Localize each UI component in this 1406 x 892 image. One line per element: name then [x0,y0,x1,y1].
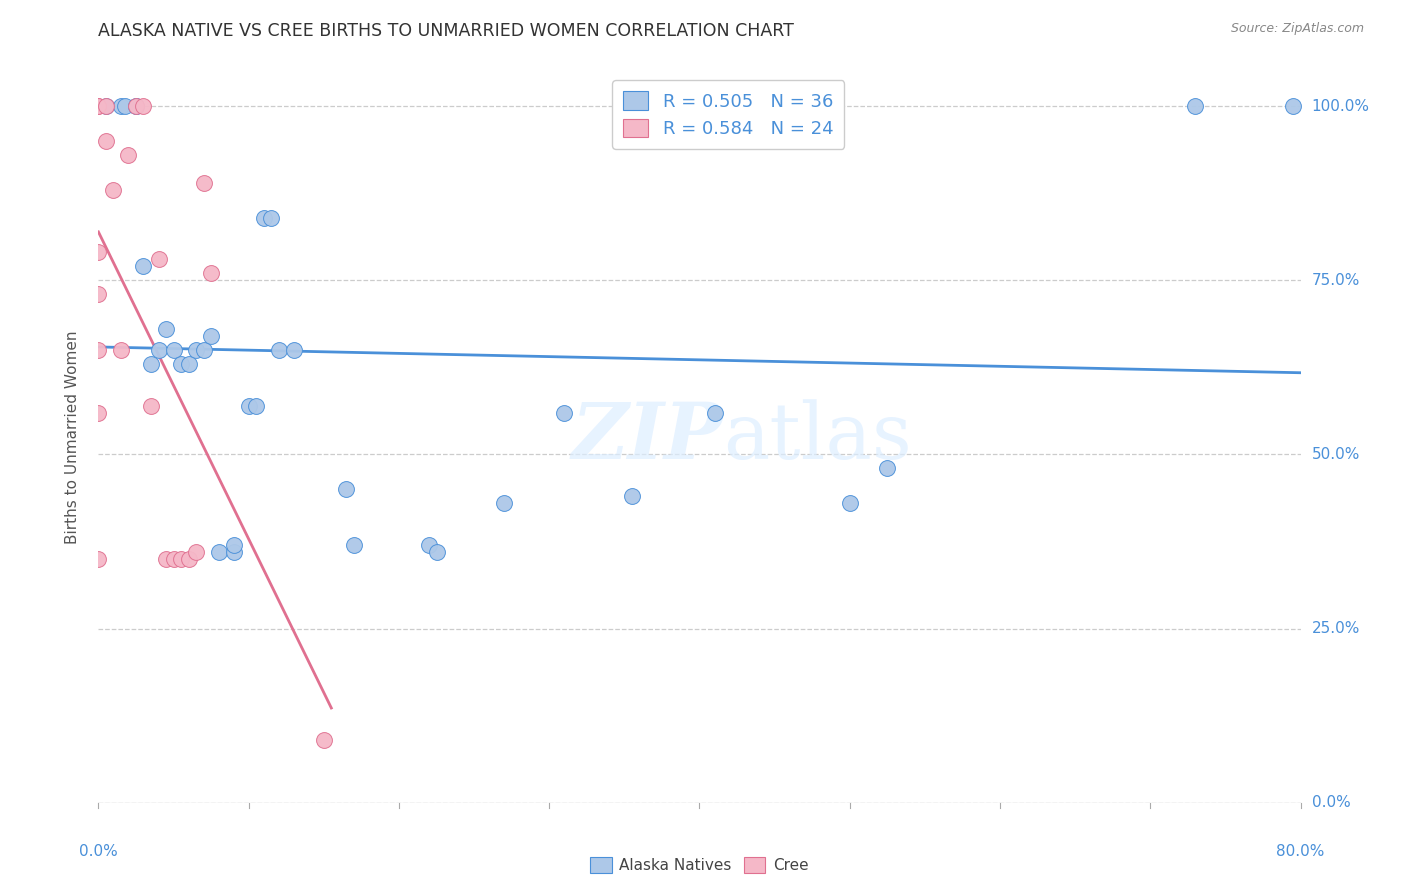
Point [87,552,110,566]
Point [253,211,276,225]
Point [87,99,110,113]
Text: 50.0%: 50.0% [1312,447,1360,462]
Point [553,406,575,420]
Text: 80.0%: 80.0% [1277,845,1324,860]
Point [876,461,898,475]
Text: ALASKA NATIVE VS CREE BIRTHS TO UNMARRIED WOMEN CORRELATION CHART: ALASKA NATIVE VS CREE BIRTHS TO UNMARRIE… [98,22,794,40]
Y-axis label: Births to Unmarried Women: Births to Unmarried Women [65,330,80,544]
Point [335,483,357,497]
Point [162,552,184,566]
Legend: Alaska Natives, Cree: Alaska Natives, Cree [585,851,814,880]
Point [110,343,132,357]
Point [162,343,184,357]
Point [125,99,148,113]
Point [94,99,117,113]
Point [312,733,335,747]
Point [208,545,231,559]
Point [87,287,110,301]
Point [620,489,643,503]
Point [148,343,170,357]
Point [1184,99,1206,113]
Point [114,99,136,113]
Point [170,357,193,371]
Point [87,99,110,113]
Text: 0.0%: 0.0% [79,845,118,860]
Point [418,538,440,552]
Point [87,406,110,420]
Point [155,552,177,566]
Point [222,545,245,559]
Point [222,538,245,552]
Point [94,134,117,148]
Point [1282,99,1305,113]
Point [260,211,283,225]
Point [177,552,200,566]
Text: 100.0%: 100.0% [1312,99,1369,113]
Point [148,252,170,267]
Point [200,329,222,343]
Point [170,552,193,566]
Point [703,406,725,420]
Point [155,322,177,336]
Point [94,99,117,113]
Point [267,343,290,357]
Text: 75.0%: 75.0% [1312,273,1360,288]
Point [494,496,516,510]
Point [110,99,132,113]
Text: 25.0%: 25.0% [1312,621,1360,636]
Point [838,496,860,510]
Point [343,538,366,552]
Point [139,357,162,371]
Point [238,399,260,413]
Point [425,545,447,559]
Point [193,343,215,357]
Point [283,343,305,357]
Text: ZIP: ZIP [572,399,724,475]
Point [200,266,222,280]
Point [184,545,207,559]
Point [132,260,155,274]
Point [87,245,110,260]
Point [125,99,148,113]
Text: 0.0%: 0.0% [1312,796,1350,810]
Point [87,343,110,357]
Point [117,148,139,162]
Point [193,176,215,190]
Point [245,399,267,413]
Point [125,99,148,113]
Point [184,343,207,357]
Point [139,399,162,413]
Text: Source: ZipAtlas.com: Source: ZipAtlas.com [1230,22,1364,36]
Point [132,99,155,113]
Point [177,357,200,371]
Point [103,183,125,197]
Text: atlas: atlas [724,400,912,475]
